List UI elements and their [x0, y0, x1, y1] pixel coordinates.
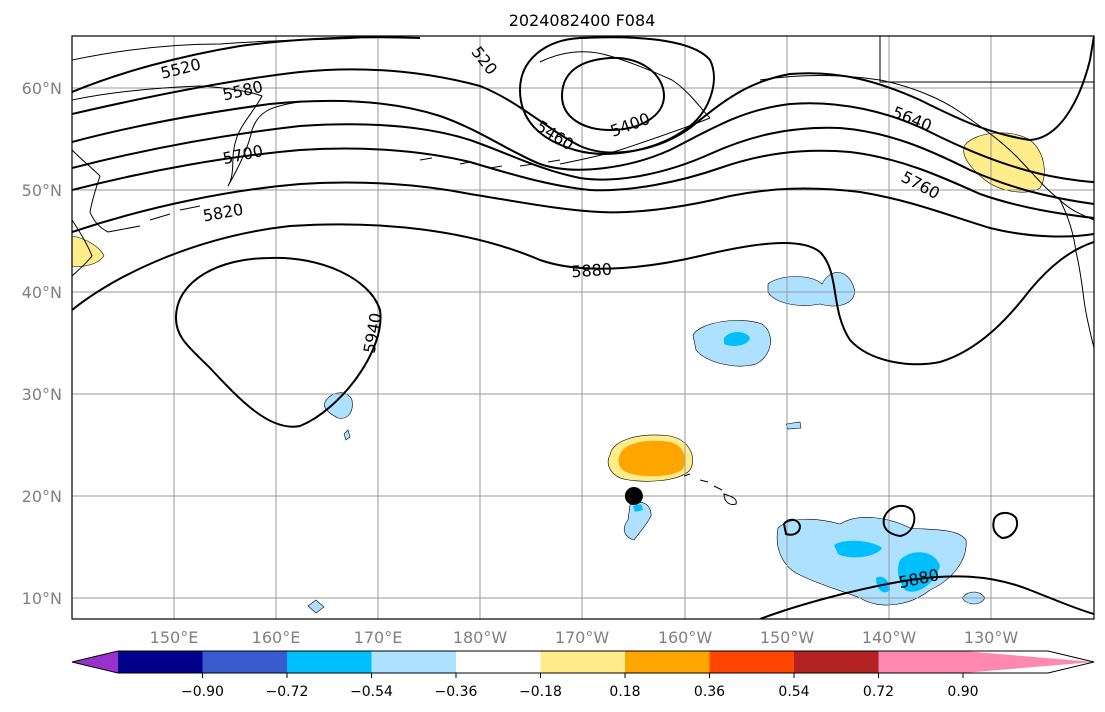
- colorbar-tick-label: −0.90: [181, 684, 224, 700]
- colorbar-tick-label: 0.36: [694, 684, 725, 700]
- coast-alaska-west: [539, 51, 711, 119]
- map-area: 5520 5580 5700 5820 5880 5940 5460 5400 …: [72, 36, 1094, 619]
- lat-label: 60°N: [22, 79, 62, 98]
- colorbar: −0.90 −0.72 −0.54 −0.36 −0.18 0.18 0.36 …: [71, 650, 1095, 700]
- colorbar-tick-label: −0.54: [350, 684, 393, 700]
- coast-north-america-west: [1059, 199, 1094, 349]
- negative-anomaly-small-b: [343, 429, 351, 441]
- colorbar-extend-right: [963, 651, 1094, 673]
- negative-anomaly-itcz-core-b: [897, 552, 940, 592]
- location-marker: [624, 487, 643, 505]
- colorbar-segment: [456, 651, 541, 673]
- colorbar-tick-label: −0.72: [266, 684, 309, 700]
- colorbar-segment: [625, 651, 710, 673]
- lon-label: 150°E: [150, 628, 199, 647]
- colorbar-tick-label: 0.90: [947, 684, 978, 700]
- lon-label: 170°W: [555, 628, 610, 647]
- latitude-labels: 60°N 50°N 40°N 30°N 20°N 10°N: [22, 79, 62, 608]
- coast-hawaii-islands: [683, 473, 737, 505]
- colorbar-segment: [287, 651, 372, 673]
- coast-alaska-peninsula: [559, 117, 711, 165]
- colorbar-segment: [118, 651, 203, 673]
- colorbar-outline: [71, 650, 1095, 674]
- coast-japan: [72, 219, 93, 277]
- longitude-labels: 150°E 160°E 170°E 180°W 170°W 160°W 150°…: [150, 628, 1019, 647]
- contour-5820: [72, 181, 1094, 238]
- colorbar-segment: [371, 651, 456, 673]
- colorbar-tick-label: 0.18: [609, 684, 640, 700]
- lon-label: 140°W: [862, 628, 917, 647]
- coast-aleutians: [419, 157, 561, 169]
- contour-small-ring-a: [882, 504, 916, 538]
- contour-5460: [518, 36, 715, 155]
- contour-5940: [174, 256, 382, 428]
- coast-canada: [879, 36, 1094, 83]
- lon-label: 130°W: [964, 628, 1019, 647]
- lat-label: 50°N: [22, 181, 62, 200]
- negative-anomaly-small-a: [324, 392, 353, 419]
- negative-anomaly-itcz-core-a: [834, 540, 882, 558]
- contour-5640: [72, 99, 1094, 183]
- contour-5880-north: [72, 223, 1094, 366]
- colorbar-tick-label: −0.36: [435, 684, 478, 700]
- anomaly-shading: [72, 132, 1045, 614]
- colorbar-tick-labels: −0.90 −0.72 −0.54 −0.36 −0.18 0.18 0.36 …: [181, 684, 979, 700]
- lon-label: 180°W: [453, 628, 508, 647]
- colorbar-ticks: [202, 673, 964, 678]
- map-frame: [71, 35, 1095, 620]
- negative-anomaly-small-e: [307, 599, 325, 614]
- contour-5880-south: [759, 575, 1094, 619]
- colorbar-tick-label: 0.72: [863, 684, 894, 700]
- colorbar-segment: [202, 651, 287, 673]
- lat-label: 40°N: [22, 283, 62, 302]
- contour-5700: [72, 123, 1094, 205]
- lat-label: 30°N: [22, 385, 62, 404]
- negative-anomaly-hawaii-south: [623, 501, 652, 541]
- colorbar-tick-label: −0.18: [519, 684, 562, 700]
- colorbar-tick-label: 0.54: [778, 684, 809, 700]
- contour-5520: [72, 36, 421, 93]
- contour-5760: [72, 147, 1094, 219]
- positive-anomaly-hawaii-core: [618, 440, 686, 477]
- contour-label: 5880: [571, 260, 613, 282]
- lat-label: 20°N: [22, 487, 62, 506]
- contour-small-ring-c: [782, 518, 802, 536]
- contour-5400: [560, 56, 666, 132]
- contour-small-ring-b: [992, 512, 1018, 540]
- lon-label: 160°W: [658, 628, 713, 647]
- colorbar-extend-left: [72, 651, 118, 673]
- height-contours: [72, 36, 1094, 619]
- negative-anomaly-east-pacific-b-core: [724, 332, 750, 346]
- map-title: 2024082400 F084: [509, 11, 656, 30]
- negative-anomaly-hawaii-south-core: [633, 504, 643, 512]
- colorbar-segment: [878, 651, 963, 673]
- colorbar-segment: [540, 651, 625, 673]
- lon-label: 160°E: [252, 628, 301, 647]
- coast-kurils-chain: [107, 205, 201, 233]
- lon-label: 170°E: [354, 628, 403, 647]
- lon-label: 150°W: [760, 628, 815, 647]
- colorbar-segment: [794, 651, 879, 673]
- colorbar-segment: [709, 651, 794, 673]
- lat-label: 10°N: [22, 589, 62, 608]
